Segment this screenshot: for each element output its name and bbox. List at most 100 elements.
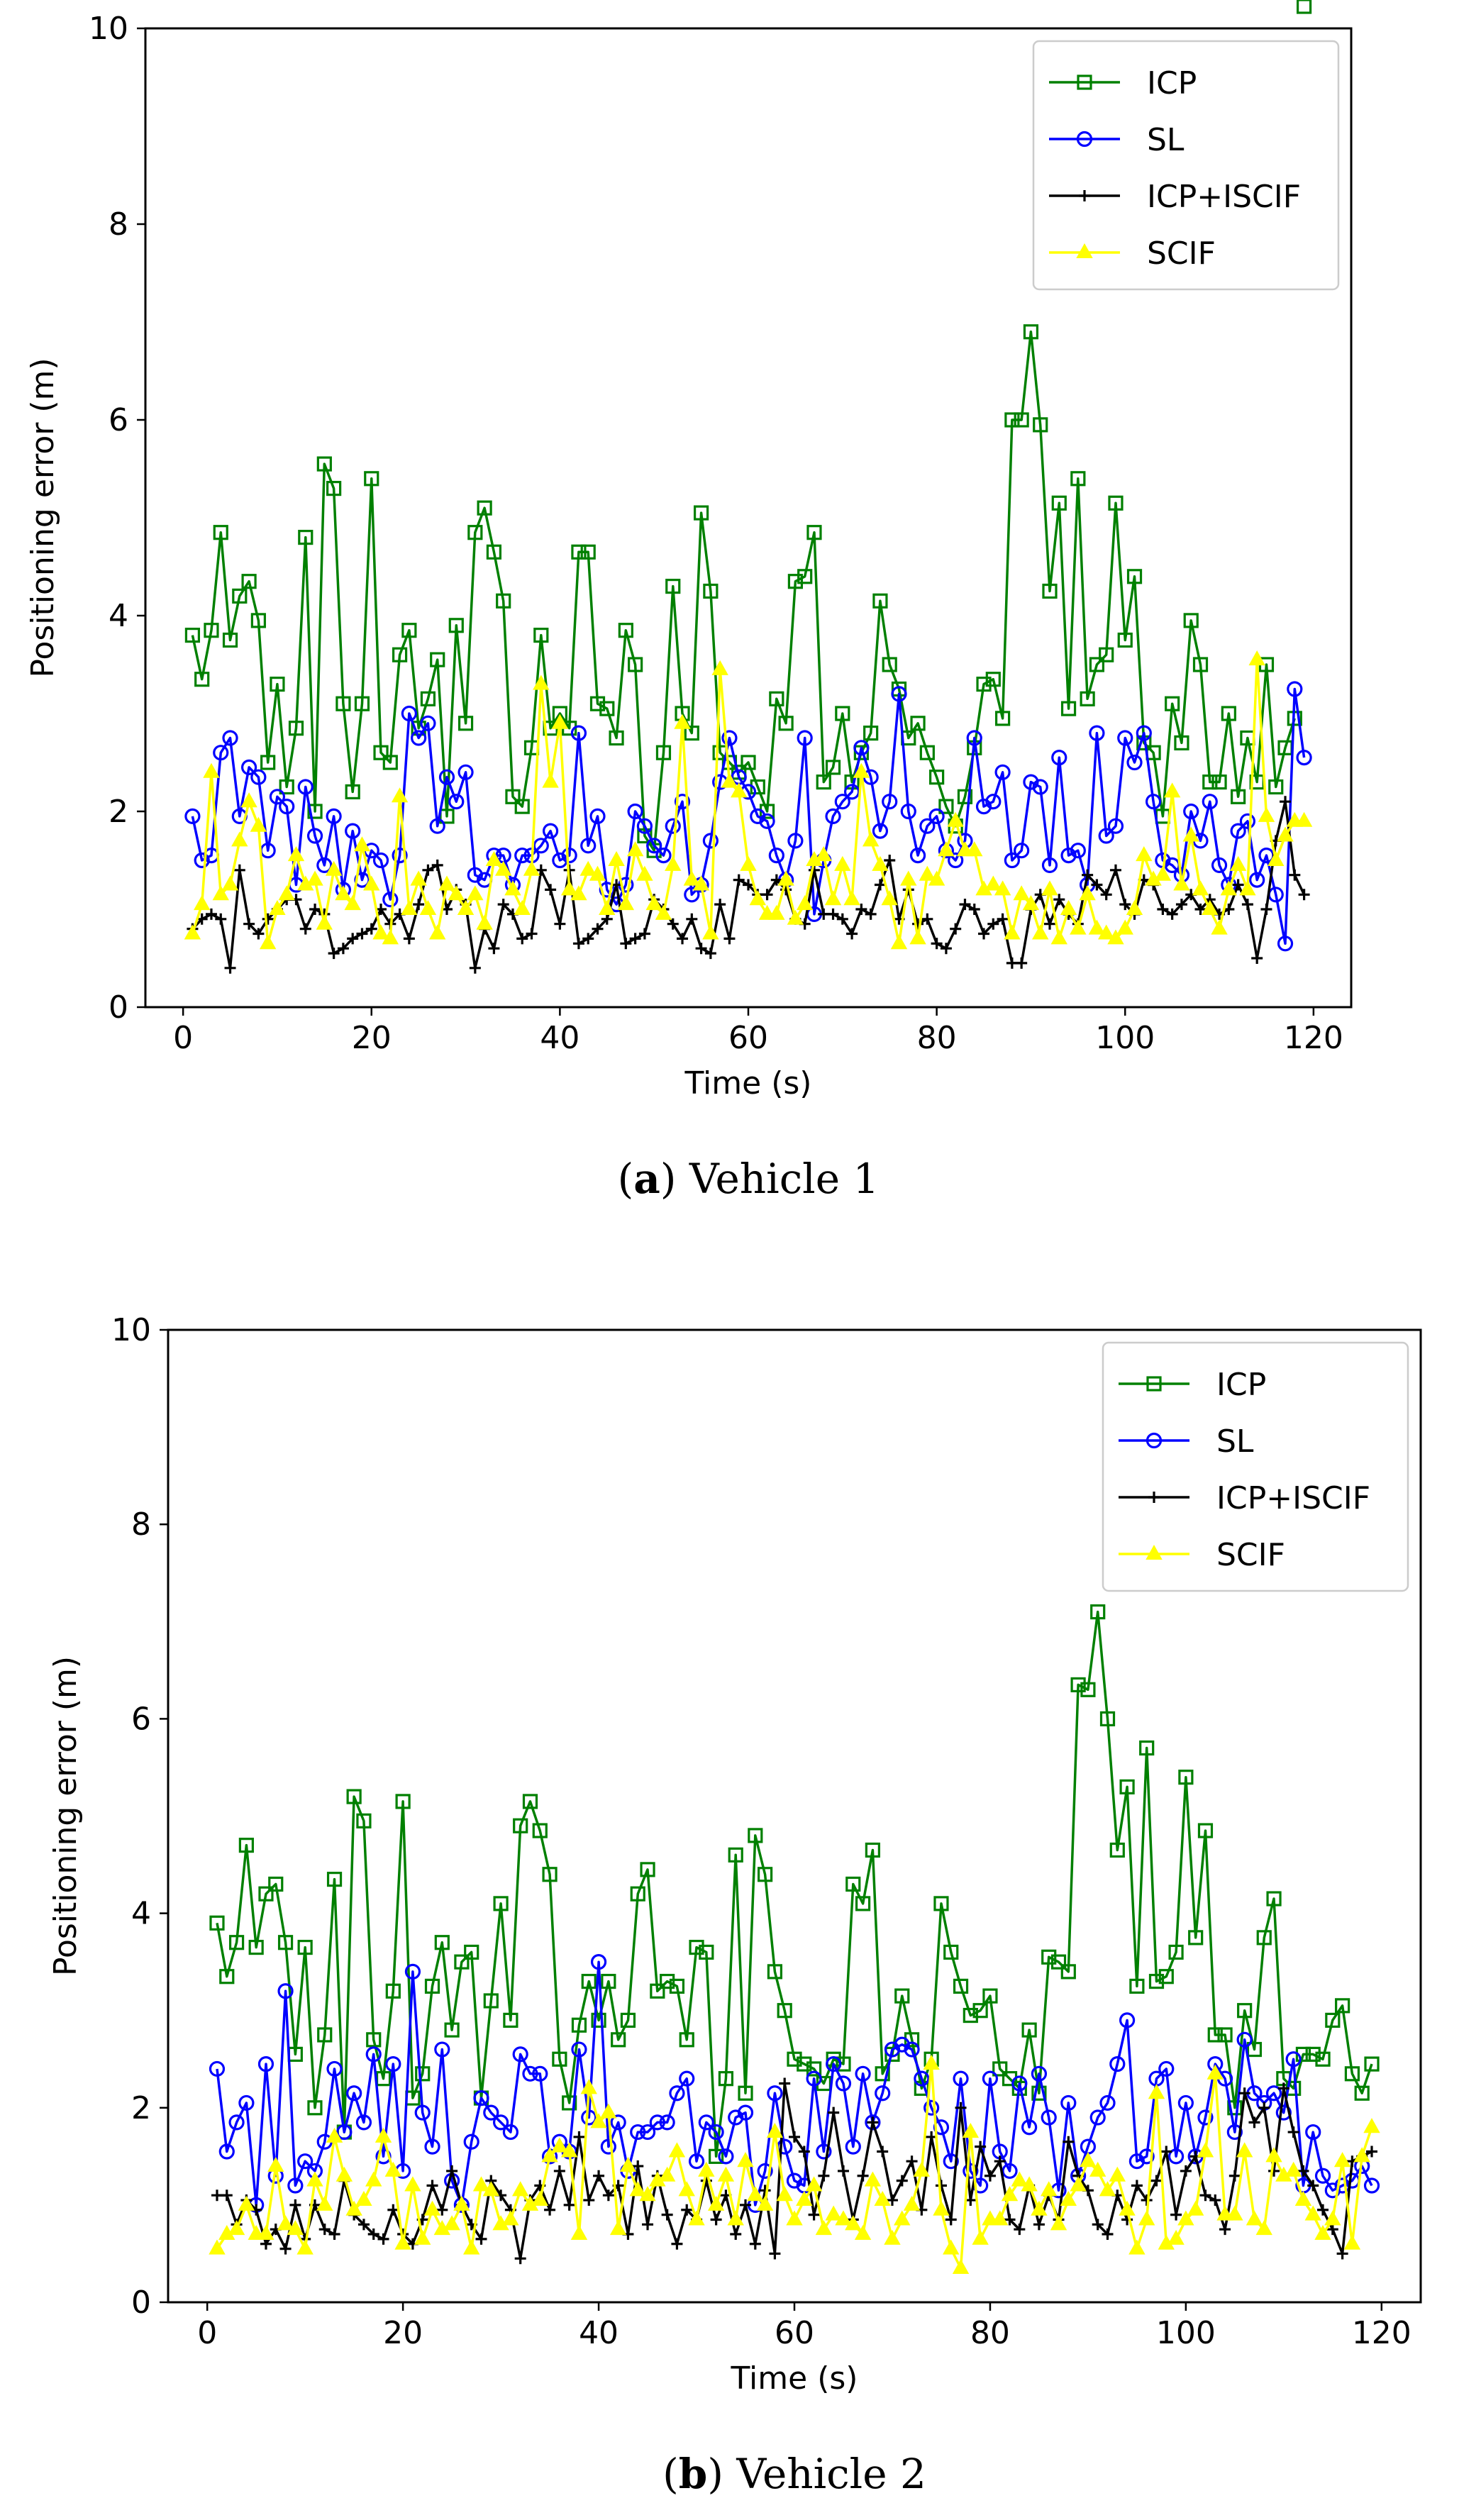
data-point xyxy=(589,808,606,825)
data-point xyxy=(1307,2180,1319,2192)
data-point xyxy=(1109,864,1121,876)
data-point xyxy=(258,1886,274,1902)
data-point xyxy=(1131,2180,1143,2192)
data-point xyxy=(698,2114,714,2131)
data-point xyxy=(947,811,964,827)
data-point xyxy=(1107,818,1124,834)
data-point xyxy=(674,714,691,729)
data-point xyxy=(738,2085,753,2101)
data-point xyxy=(748,1828,763,1843)
data-point xyxy=(1031,2085,1047,2101)
data-point xyxy=(929,770,945,785)
data-point xyxy=(582,933,594,945)
data-point xyxy=(806,525,822,540)
data-point xyxy=(769,2248,781,2260)
data-point xyxy=(1236,2142,1253,2158)
data-point xyxy=(1228,2170,1241,2182)
data-point xyxy=(1180,2165,1192,2177)
y-tick-label: 0 xyxy=(109,989,128,1026)
x-tick-label: 40 xyxy=(579,2315,619,2351)
data-point xyxy=(1150,2175,1163,2187)
caption-letter: a xyxy=(633,1155,660,1203)
data-point xyxy=(1211,857,1228,874)
series-line xyxy=(216,1610,1373,2158)
data-point xyxy=(1314,2167,1331,2184)
data-point xyxy=(1211,774,1227,790)
data-point xyxy=(872,593,888,609)
data-point xyxy=(511,2181,529,2197)
data-point xyxy=(1202,899,1219,915)
data-point xyxy=(228,2220,245,2236)
data-point xyxy=(335,696,351,711)
data-point xyxy=(248,1939,264,1955)
data-point xyxy=(976,676,992,692)
data-point xyxy=(992,2061,1008,2077)
data-point xyxy=(975,2141,987,2153)
data-point xyxy=(1136,725,1152,741)
data-point xyxy=(316,914,333,930)
caption-open: ( xyxy=(618,1155,634,1203)
data-point xyxy=(364,471,379,487)
data-point xyxy=(882,657,897,672)
data-point xyxy=(875,2085,891,2102)
data-point xyxy=(872,855,889,871)
data-point xyxy=(962,2123,980,2138)
data-point xyxy=(1192,657,1209,672)
data-point xyxy=(1211,919,1228,935)
data-point xyxy=(563,2199,575,2211)
data-point xyxy=(678,2181,695,2197)
data-point xyxy=(367,2228,379,2241)
data-point xyxy=(1021,2022,1037,2038)
data-point xyxy=(854,2224,872,2241)
data-point xyxy=(385,2056,401,2072)
data-point xyxy=(1117,632,1133,648)
data-point xyxy=(756,2195,774,2211)
caption-close: ) xyxy=(660,1155,677,1203)
x-tick-label: 80 xyxy=(917,1020,957,1056)
data-point xyxy=(904,2041,920,2058)
data-point xyxy=(326,480,342,496)
data-point xyxy=(218,2143,235,2160)
data-point xyxy=(913,2161,931,2177)
legend-entry: ICP+ISCIF xyxy=(1049,179,1301,215)
data-point xyxy=(307,804,323,819)
data-point xyxy=(874,879,886,891)
legend-entry: SL xyxy=(1049,122,1185,158)
data-point xyxy=(354,696,370,711)
caption-open: ( xyxy=(662,2450,679,2498)
data-point xyxy=(1237,2003,1253,2019)
data-point xyxy=(896,2175,908,2187)
data-point xyxy=(1063,2136,1075,2148)
data-point xyxy=(645,895,662,911)
data-point xyxy=(749,890,766,906)
data-point xyxy=(843,890,860,906)
data-point xyxy=(375,2127,392,2143)
x-tick-label: 60 xyxy=(728,1020,768,1056)
data-point xyxy=(346,1789,362,1804)
data-point xyxy=(1353,2147,1370,2163)
data-point xyxy=(1246,2210,1263,2226)
data-point xyxy=(640,1862,655,1877)
legend-marker xyxy=(1079,190,1090,201)
data-point xyxy=(1246,2041,1263,2058)
data-point xyxy=(985,672,1001,687)
data-point xyxy=(982,2210,999,2226)
data-point xyxy=(288,721,304,736)
data-point xyxy=(443,2215,460,2231)
data-point xyxy=(884,2229,901,2245)
caption-text: Vehicle 2 xyxy=(723,2450,926,2498)
data-point xyxy=(650,1983,665,1999)
chart-caption: (b) Vehicle 2 xyxy=(662,2450,926,2498)
data-point xyxy=(661,2209,673,2221)
data-point xyxy=(1128,2239,1146,2255)
data-point xyxy=(717,2166,735,2182)
data-point xyxy=(522,2065,538,2082)
data-point xyxy=(818,2170,830,2182)
data-point xyxy=(815,846,832,862)
data-point xyxy=(326,2060,343,2077)
data-point xyxy=(825,2205,842,2221)
data-point xyxy=(270,676,285,692)
data-point xyxy=(1032,779,1048,795)
data-point xyxy=(1023,324,1039,340)
data-point xyxy=(1023,774,1039,790)
